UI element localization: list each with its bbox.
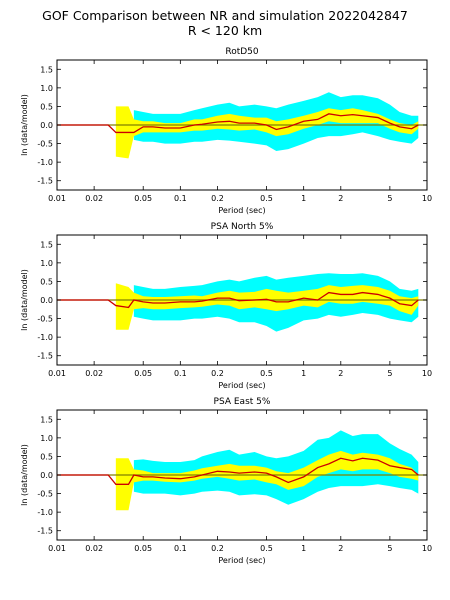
panel-1-xtick-label: 10 — [422, 194, 432, 203]
panel-3-xtick-label: 2 — [338, 544, 343, 553]
panel-2-xtick-label: 0.5 — [260, 369, 273, 378]
panel-3-ytick-label: 0.0 — [40, 471, 53, 480]
panel-1-xtick-label: 1 — [301, 194, 306, 203]
figure-title-line1: GOF Comparison between NR and simulation… — [42, 8, 408, 23]
panel-1-ylabel: ln (data/model) — [20, 94, 29, 156]
panel-1-ytick-label: 1.5 — [40, 65, 53, 74]
panel-3-xtick-label: 1 — [301, 544, 306, 553]
panel-2-xlabel: Period (sec) — [218, 381, 265, 390]
panel-3-xtick-label: 0.01 — [48, 544, 66, 553]
panel-3-xtick-label: 0.5 — [260, 544, 273, 553]
panel-2-ytick-label: -0.5 — [37, 315, 53, 324]
panel-3-ylabel: ln (data/model) — [20, 444, 29, 506]
panel-1-inner-band — [115, 106, 419, 159]
panel-2-xtick-label: 0.05 — [134, 369, 152, 378]
panel-1-ytick-label: -1.5 — [37, 177, 53, 186]
panel-3-mean-line — [57, 457, 419, 485]
panel-3-ytick-label: -1.5 — [37, 527, 53, 536]
panel-3-ytick-label: 0.5 — [40, 452, 53, 461]
panel-3-xtick-label: 0.2 — [211, 544, 224, 553]
panel-2-ytick-label: 1.0 — [40, 259, 53, 268]
panel-1-ytick-label: 0.5 — [40, 102, 53, 111]
panel-3-ytick-label: 1.0 — [40, 434, 53, 443]
panel-1-ytick-label: 1.0 — [40, 84, 53, 93]
panel-2-ytick-label: 1.5 — [40, 240, 53, 249]
panel-1-xtick-label: 0.1 — [174, 194, 187, 203]
panel-2-xtick-label: 5 — [387, 369, 392, 378]
panel-3-outer-band — [133, 430, 419, 505]
panel-3-xtick-label: 10 — [422, 544, 432, 553]
panel-3-xtick-label: 0.02 — [85, 544, 103, 553]
panel-1-xlabel: Period (sec) — [218, 206, 265, 215]
panel-2-xtick-label: 2 — [338, 369, 343, 378]
panel-2-xtick-label: 0.1 — [174, 369, 187, 378]
panel-1-title: RotD50 — [225, 47, 259, 57]
panel-3-xtick-label: 5 — [387, 544, 392, 553]
panel-1-ytick-label: -0.5 — [37, 140, 53, 149]
panel-1-xtick-label: 0.01 — [48, 194, 66, 203]
panel-2-title: PSA North 5% — [211, 222, 274, 232]
panel-2-ytick-label: 0.0 — [40, 296, 53, 305]
panel-1-xtick-label: 5 — [387, 194, 392, 203]
panel-1-ytick-label: 0.0 — [40, 121, 53, 130]
panel-3-xtick-label: 0.1 — [174, 544, 187, 553]
panel-2-mean-line — [57, 291, 419, 309]
panel-2-ytick-label: -1.0 — [37, 333, 53, 342]
panel-1-mean-line — [57, 113, 419, 134]
panel-3-xtick-label: 0.05 — [134, 544, 152, 553]
panel-2-ytick-label: 0.5 — [40, 277, 53, 286]
panel-2-ylabel: ln (data/model) — [20, 269, 29, 331]
panel-3-xlabel: Period (sec) — [218, 556, 265, 565]
panel-2-xtick-label: 10 — [422, 369, 432, 378]
panel-1-xtick-label: 0.05 — [134, 194, 152, 203]
panel-3-ytick-label: -0.5 — [37, 490, 53, 499]
panel-1-xtick-label: 0.2 — [211, 194, 224, 203]
figure-title-line2: R < 120 km — [187, 23, 263, 38]
panel-2-xtick-label: 0.01 — [48, 369, 66, 378]
panel-3-title: PSA East 5% — [214, 397, 271, 407]
panel-2-xtick-label: 0.2 — [211, 369, 224, 378]
panel-1-ytick-label: -1.0 — [37, 158, 53, 167]
panel-2-xtick-label: 1 — [301, 369, 306, 378]
panel-1-xtick-label: 0.02 — [85, 194, 103, 203]
panel-3-ytick-label: -1.0 — [37, 508, 53, 517]
panel-2-ytick-label: -1.5 — [37, 352, 53, 361]
panel-1-xtick-label: 2 — [338, 194, 343, 203]
panel-3-ytick-label: 1.5 — [40, 415, 53, 424]
panel-3-inner-band — [115, 450, 419, 511]
panel-1-xtick-label: 0.5 — [260, 194, 273, 203]
panel-2-xtick-label: 0.02 — [85, 369, 103, 378]
